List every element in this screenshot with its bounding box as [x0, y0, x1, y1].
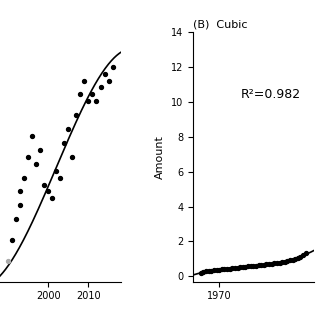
Point: [54, 168, 59, 173]
Point: [18, 203, 23, 208]
Point: [227, 266, 232, 271]
Point: [303, 250, 308, 255]
Point: [290, 257, 295, 262]
Point: [285, 259, 290, 264]
Point: [42, 182, 47, 187]
Point: [34, 161, 39, 166]
Point: [86, 99, 91, 104]
Point: [10, 237, 15, 243]
Point: [78, 92, 83, 97]
Point: [206, 268, 211, 274]
Point: [295, 255, 300, 260]
Point: [280, 260, 285, 265]
Point: [209, 268, 214, 273]
Point: [219, 267, 224, 272]
Point: [235, 265, 240, 270]
Point: [204, 269, 209, 274]
Point: [225, 266, 230, 271]
Point: [277, 260, 282, 265]
Point: [251, 263, 256, 268]
Text: R²=0.982: R²=0.982: [241, 88, 301, 101]
Point: [66, 126, 71, 132]
Point: [261, 262, 266, 267]
Point: [26, 154, 31, 159]
Point: [201, 269, 206, 275]
Point: [300, 253, 306, 258]
Point: [243, 264, 248, 269]
Point: [5, 258, 11, 263]
Point: [102, 71, 107, 76]
Point: [70, 154, 75, 159]
Point: [82, 78, 87, 83]
Point: [253, 263, 259, 268]
Text: (B)  Cubic: (B) Cubic: [193, 20, 247, 30]
Point: [293, 256, 298, 261]
Point: [74, 113, 79, 118]
Point: [18, 189, 23, 194]
Point: [98, 85, 103, 90]
Point: [267, 261, 272, 267]
Point: [217, 267, 222, 272]
Point: [259, 262, 264, 268]
Point: [240, 264, 245, 269]
Point: [198, 270, 204, 275]
Point: [212, 268, 217, 273]
Point: [46, 189, 51, 194]
Point: [110, 64, 115, 69]
Point: [90, 92, 95, 97]
Point: [269, 261, 274, 266]
Point: [232, 265, 237, 270]
Point: [282, 259, 287, 264]
Point: [222, 267, 227, 272]
Point: [256, 263, 261, 268]
Point: [94, 99, 99, 104]
Point: [230, 266, 235, 271]
Y-axis label: Amount: Amount: [155, 135, 165, 179]
Point: [287, 258, 292, 263]
Point: [248, 264, 253, 269]
Point: [245, 264, 251, 269]
Point: [38, 147, 43, 152]
Point: [106, 78, 111, 83]
Point: [298, 255, 303, 260]
Point: [62, 140, 67, 146]
Point: [238, 265, 243, 270]
Point: [214, 267, 219, 272]
Point: [58, 175, 63, 180]
Point: [21, 175, 27, 180]
Point: [30, 133, 35, 139]
Point: [272, 261, 277, 266]
Point: [50, 196, 55, 201]
Point: [264, 262, 269, 267]
Point: [274, 260, 279, 266]
Point: [13, 217, 19, 222]
